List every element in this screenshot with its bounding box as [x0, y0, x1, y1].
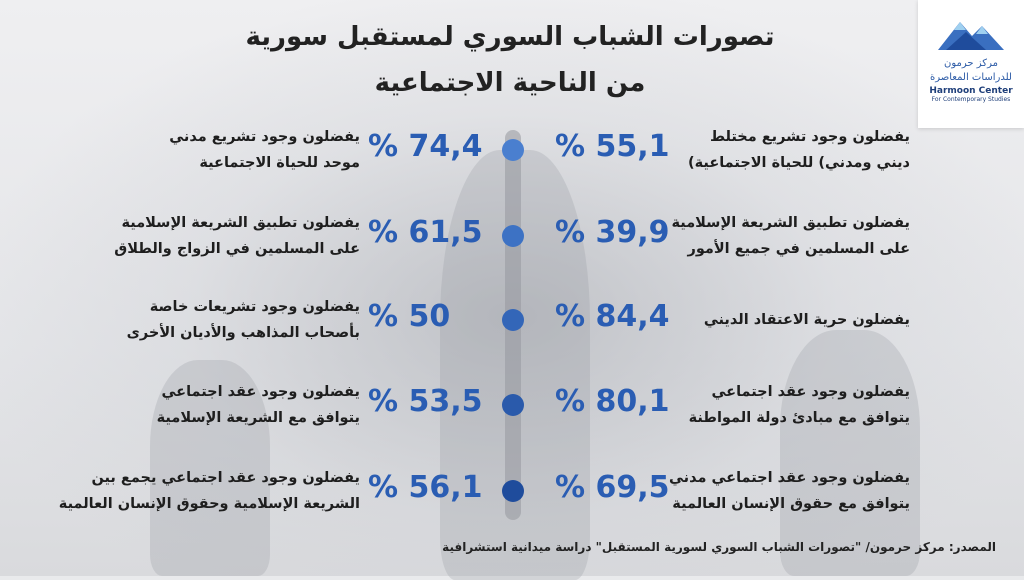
- value-right: % 55,1: [555, 129, 670, 164]
- source-note: المصدر: مركز حرمون/ "تصورات الشباب السور…: [442, 540, 996, 554]
- title-line-1: تصورات الشباب السوري لمستقبل سورية: [245, 22, 775, 52]
- value-right: % 80,1: [555, 384, 670, 419]
- label-left: يفضلون تطبيق الشريعة الإسلامية: [121, 215, 360, 231]
- label-right: يفضلون حرية الاعتقاد الديني: [703, 312, 910, 328]
- value-left: % 50: [368, 299, 451, 334]
- label-right: يفضلون وجود عقد اجتماعي مدني: [668, 470, 910, 486]
- value-right: % 84,4: [555, 299, 670, 334]
- row-dot: [502, 394, 524, 416]
- label-right: يتوافق مع حقوق الإنسان العالمية: [672, 496, 910, 512]
- value-left: % 56,1: [368, 470, 483, 505]
- label-left: يفضلون وجود تشريعات خاصة: [149, 299, 360, 315]
- label-left: يفضلون وجود عقد اجتماعي: [161, 384, 361, 400]
- value-right: % 69,5: [555, 470, 670, 505]
- logo-sub-ar: للدراسات المعاصرة: [930, 72, 1012, 83]
- label-left: على المسلمين في الزواج والطلاق: [114, 241, 360, 257]
- label-right: يفضلون وجود عقد اجتماعي: [711, 384, 911, 400]
- label-right: يفضلون تطبيق الشريعة الإسلامية: [671, 215, 910, 231]
- label-left: بأصحاب المذاهب والأديان الأخرى: [126, 325, 360, 341]
- row-dot: [502, 225, 524, 247]
- logo-sub-en: For Contemporary Studies: [931, 96, 1011, 103]
- label-right: على المسلمين في جميع الأمور: [687, 241, 910, 257]
- label-left: الشريعة الإسلامية وحقوق الإنسان العالمية: [58, 496, 360, 512]
- label-right: يفضلون وجود تشريع مختلط: [709, 129, 910, 145]
- value-left: % 74,4: [368, 129, 483, 164]
- label-left: موحد للحياة الاجتماعية: [199, 155, 360, 171]
- label-right: يتوافق مع مبادئ دولة المواطنة: [688, 410, 910, 426]
- row-dot: [502, 139, 524, 161]
- harmoon-logo: مركز حرمون للدراسات المعاصرة Harmoon Cen…: [918, 0, 1024, 128]
- value-right: % 39,9: [555, 215, 670, 250]
- value-left: % 53,5: [368, 384, 483, 419]
- label-left: يتوافق مع الشريعة الإسلامية: [156, 410, 360, 426]
- background-silhouette: [780, 330, 920, 576]
- title-line-2: من الناحية الاجتماعية: [374, 68, 646, 98]
- logo-name-ar: مركز حرمون: [944, 58, 998, 69]
- value-left: % 61,5: [368, 215, 483, 250]
- background-silhouette: [150, 360, 270, 576]
- row-dot: [502, 480, 524, 502]
- mountain-logo-icon: [938, 22, 1004, 50]
- label-left: يفضلون وجود عقد اجتماعي يجمع بين: [91, 470, 360, 486]
- label-left: يفضلون وجود تشريع مدني: [169, 129, 360, 145]
- label-right: ديني ومدني) للحياة الاجتماعية): [687, 155, 910, 171]
- row-dot: [502, 309, 524, 331]
- logo-name-en: Harmoon Center: [929, 86, 1013, 96]
